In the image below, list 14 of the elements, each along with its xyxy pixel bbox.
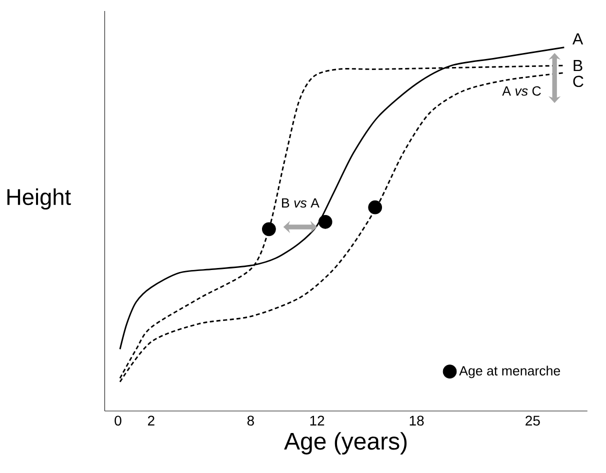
annotation: A vs C [502, 86, 541, 96]
series-label: A [572, 33, 584, 44]
annotation: B vs A [282, 198, 320, 208]
series-label: C [573, 76, 584, 88]
x-tick-label: 2 [148, 416, 154, 426]
x-axis-title: Age (years) [284, 432, 407, 454]
x-tick-label: 0 [114, 416, 122, 426]
x-tick-label: 25 [526, 416, 540, 426]
series-label: B [574, 60, 582, 72]
x-tick-label: 12 [310, 416, 324, 426]
x-tick-label: 8 [247, 416, 254, 426]
y-axis-title: Height [7, 188, 71, 210]
legend-label: Age at menarche [459, 366, 560, 378]
x-tick-label: 18 [410, 416, 424, 426]
